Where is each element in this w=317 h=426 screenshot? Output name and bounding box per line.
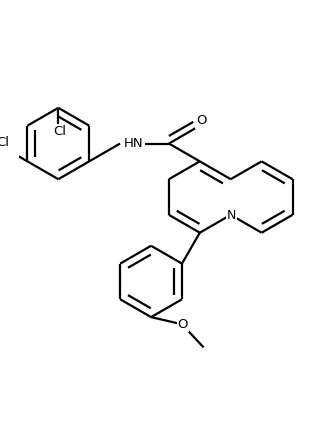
Text: Cl: Cl <box>0 136 9 149</box>
Text: O: O <box>178 318 188 331</box>
Text: N: N <box>227 209 236 222</box>
Text: Cl: Cl <box>54 125 67 138</box>
Text: O: O <box>197 115 207 127</box>
Text: HN: HN <box>123 137 143 150</box>
